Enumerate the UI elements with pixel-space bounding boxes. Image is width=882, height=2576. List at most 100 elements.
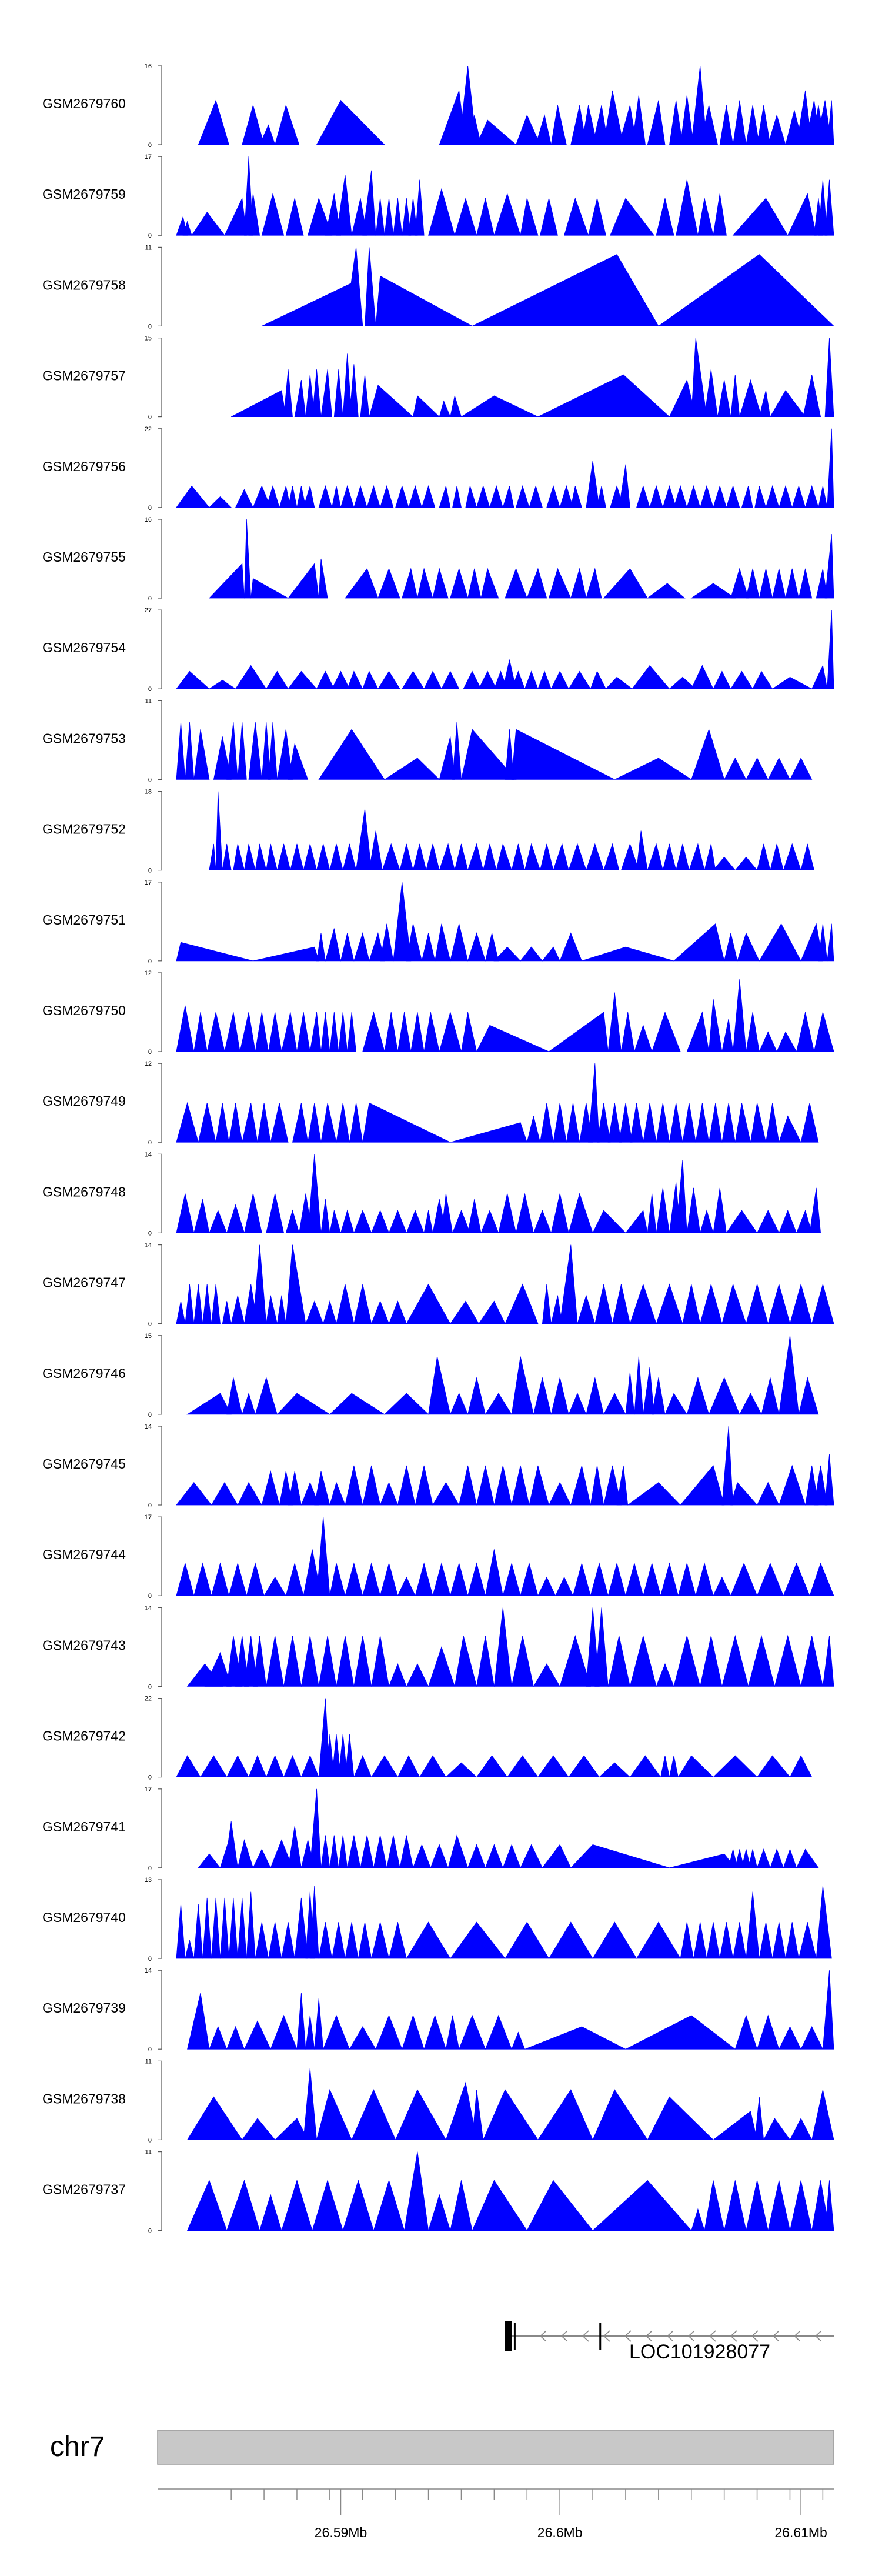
signal-peak — [767, 1283, 791, 1324]
signal-peak — [384, 1393, 429, 1415]
strand-arrow — [539, 2330, 547, 2342]
signal-peak — [303, 486, 315, 508]
signal-peak — [226, 2026, 245, 2050]
signal-peak — [408, 198, 418, 236]
signal-peak — [305, 2015, 315, 2050]
signal-peak — [259, 124, 276, 145]
signal-peak — [625, 2015, 736, 2050]
signal-peak — [734, 1849, 744, 1868]
signal-peak — [450, 1562, 469, 1596]
signal-peak — [342, 353, 352, 417]
track-ymax-label: 15 — [145, 335, 152, 342]
track-ymax-label: 15 — [145, 1333, 152, 1340]
strand-arrow — [624, 2330, 632, 2342]
signal-peak — [237, 1481, 262, 1506]
signal-peak — [537, 374, 670, 417]
signal-peak — [712, 2111, 758, 2140]
axis-tick-label: 26.6Mb — [537, 2525, 583, 2540]
signal-peak — [209, 843, 216, 870]
signal-peak — [252, 1636, 267, 1687]
signal-peak — [388, 1922, 407, 1959]
track-ymin-label: 0 — [148, 1774, 152, 1781]
signal-peak — [524, 2026, 626, 2050]
signal-peak — [603, 1465, 622, 1506]
signal-peak — [827, 923, 834, 962]
signal-peak — [353, 1284, 372, 1324]
track-ymax-label: 18 — [145, 789, 152, 796]
signal-peak — [553, 1103, 567, 1143]
signal-peak — [445, 2015, 460, 2050]
signal-peak — [550, 1295, 563, 1324]
signal-peak — [721, 1426, 734, 1506]
signal-peak — [713, 670, 731, 689]
signal-peak — [754, 486, 767, 508]
signal-peak — [550, 1193, 569, 1233]
signal-peak — [612, 1284, 630, 1324]
signal-peak — [610, 198, 655, 236]
signal-peak — [498, 1193, 517, 1233]
signal-peak — [349, 2026, 376, 2050]
signal-peak — [345, 1465, 363, 1506]
track-ymin-label: 0 — [148, 1139, 152, 1146]
signal-peak — [439, 843, 455, 870]
signal-peak — [266, 1636, 285, 1687]
signal-peak — [590, 670, 607, 689]
signal-peak — [450, 923, 469, 962]
track-ymin-label: 0 — [148, 1956, 152, 1963]
signal-peak — [377, 670, 400, 689]
signal-peak — [570, 486, 582, 508]
signal-peak — [336, 1636, 355, 1687]
signal-peak — [748, 1634, 775, 1687]
signal-peak — [787, 193, 817, 236]
signal-peak — [827, 610, 834, 689]
signal-peak — [632, 95, 646, 145]
signal-peak — [783, 843, 801, 870]
signal-peak — [428, 2194, 451, 2231]
signal-peak — [592, 1210, 626, 1233]
signal-peak — [625, 1372, 635, 1415]
signal-peak — [231, 390, 286, 417]
signal-peak — [228, 1562, 247, 1596]
signal-peak — [790, 2180, 813, 2231]
signal-peak — [452, 1209, 470, 1233]
signal-peak — [360, 375, 370, 417]
signal-peak — [336, 1103, 350, 1143]
signal-peak — [320, 1012, 330, 1052]
signal-peak — [493, 192, 521, 236]
track-ymax-label: 17 — [145, 154, 152, 161]
signal-peak — [371, 1922, 390, 1959]
signal-peak — [734, 856, 758, 870]
signal-peak — [656, 1187, 670, 1233]
signal-peak — [320, 1103, 337, 1143]
signal-peak — [308, 1154, 322, 1233]
strand-arrow — [645, 2330, 653, 2342]
signal-peak — [467, 115, 482, 145]
signal-peak — [511, 1465, 530, 1506]
signal-peak — [252, 485, 271, 508]
signal-peak — [686, 1187, 701, 1233]
signal-peak — [176, 1562, 195, 1596]
signal-peak — [680, 1922, 694, 1959]
track-ymax-label: 12 — [145, 1060, 152, 1067]
signal-peak — [176, 485, 210, 508]
signal-peak — [281, 2179, 313, 2231]
signal-peak — [423, 1012, 440, 1052]
signal-peak — [283, 1755, 302, 1778]
signal-peak — [288, 1826, 302, 1868]
signal-peak — [228, 1897, 238, 1959]
signal-peak — [186, 2096, 243, 2140]
axis-tick-label: 26.59Mb — [315, 2525, 368, 2540]
track-label: GSM2679738 — [42, 2091, 126, 2106]
signal-peak — [320, 369, 333, 417]
track-GSM2679758: GSM2679758 11 0 — [42, 244, 834, 330]
signal-peak — [215, 1103, 229, 1143]
signal-peak — [700, 1283, 723, 1324]
signal-peak — [340, 933, 355, 962]
signal-peak — [796, 1209, 813, 1233]
signal-peak — [822, 1636, 834, 1687]
signal-peak — [288, 486, 298, 508]
signal-peak — [746, 2180, 769, 2231]
track-ymin-label: 0 — [148, 1230, 152, 1237]
signal-peak — [480, 1209, 499, 1233]
signal-peak — [759, 1031, 777, 1052]
